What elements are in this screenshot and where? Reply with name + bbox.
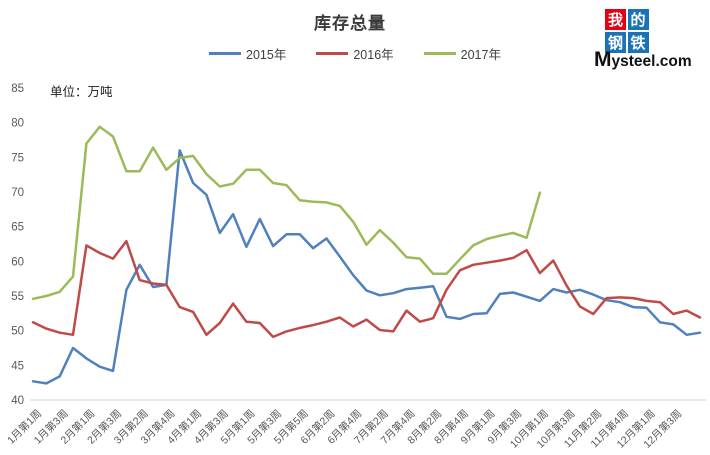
legend-swatch	[209, 52, 242, 55]
y-axis-label: 45	[11, 360, 24, 372]
legend-label: 2016年	[353, 48, 394, 62]
y-axis-label: 55	[11, 291, 24, 303]
chart-title: 库存总量	[314, 14, 386, 33]
series-line-2017年	[31, 125, 542, 301]
legend: 2015年 2016年 2017年	[0, 44, 710, 63]
series-line-2016年	[31, 239, 702, 339]
y-axis-label: 80	[11, 118, 24, 130]
legend-swatch	[423, 52, 456, 55]
legend-label: 2015年	[246, 48, 287, 62]
series-line-2015年	[31, 149, 702, 385]
logo-tile-gang: 钢	[605, 31, 626, 53]
y-axis-label: 75	[11, 152, 24, 164]
legend-swatch	[316, 52, 349, 55]
legend-item-2017年: 2017年	[423, 44, 501, 63]
logo-tile-wo: 我	[605, 9, 626, 30]
y-axis-label: 60	[11, 256, 24, 268]
y-axis-label: 50	[11, 326, 24, 338]
legend-label: 2017年	[460, 48, 501, 62]
unit-label: 单位：万吨	[50, 85, 113, 99]
legend-item-2015年: 2015年	[209, 44, 286, 63]
y-axis-label: 85	[11, 83, 24, 95]
logo-tile-tie: 铁	[627, 31, 649, 53]
y-axis-label: 40	[11, 395, 24, 407]
logo-tile-de: 的	[627, 9, 649, 30]
logo-brand-text: Mysteel.com	[594, 48, 692, 71]
legend-item-2016年: 2016年	[316, 44, 394, 63]
y-axis-label: 70	[11, 187, 24, 199]
y-axis-label: 65	[11, 222, 24, 234]
logo-tiles: 我 的 钢 铁	[605, 9, 649, 53]
mysteel-logo: 我 的 钢 铁 Mysteel.com	[594, 5, 707, 71]
